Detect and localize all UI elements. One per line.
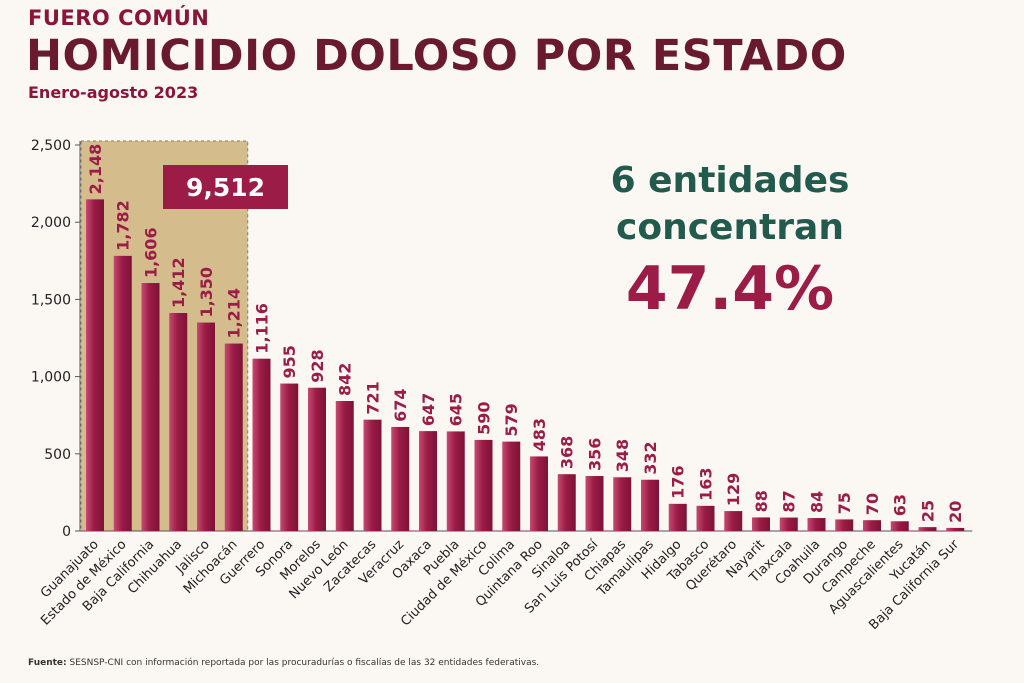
bar-value-label: 163 <box>697 467 716 500</box>
bar-value-label: 2,148 <box>86 144 105 195</box>
bar-value-label: 955 <box>280 345 299 378</box>
bar-value-label: 928 <box>308 349 327 382</box>
y-tick-label: 0 <box>62 524 71 540</box>
bar <box>752 517 770 531</box>
callout-line-2: concentran <box>616 207 844 248</box>
bar-value-label: 1,782 <box>114 200 133 251</box>
source-text: SESNSP-CNI con información reportada por… <box>69 658 540 668</box>
chart-subtitle: Enero-agosto 2023 <box>28 83 199 102</box>
bar <box>890 521 909 531</box>
bar-value-label: 176 <box>669 465 688 498</box>
bar-value-label: 1,214 <box>225 288 244 339</box>
highlight-total-label: 9,512 <box>186 173 265 202</box>
bar-value-label: 332 <box>641 441 660 474</box>
bar-value-label: 88 <box>752 490 771 512</box>
bar-value-label: 348 <box>613 439 632 472</box>
highlight-total-box <box>163 165 288 209</box>
y-tick-label: 500 <box>44 447 71 463</box>
y-tick-label: 2,000 <box>31 215 71 231</box>
callout-line-1: 6 entidades <box>610 160 850 201</box>
bar <box>863 520 881 531</box>
source-label: Fuente: <box>28 658 67 668</box>
bar-value-label: 590 <box>475 401 494 434</box>
bar-value-label: 25 <box>919 500 938 522</box>
bar-value-label: 721 <box>364 381 383 414</box>
bar-value-label: 1,350 <box>197 267 216 318</box>
bar <box>113 255 132 532</box>
chart-title: HOMICIDIO DOLOSO POR ESTADO <box>26 31 847 81</box>
bar-value-label: 129 <box>724 473 743 506</box>
source-note: Fuente: SESNSP-CNI con información repor… <box>28 658 539 668</box>
y-tick-label: 1,500 <box>31 292 71 308</box>
bar-value-label: 1,412 <box>169 257 188 308</box>
bar <box>197 322 215 531</box>
bar <box>696 505 715 531</box>
bar-value-label: 63 <box>891 494 910 516</box>
bar <box>308 387 326 531</box>
bar-value-label: 20 <box>946 501 965 523</box>
bar <box>807 518 826 531</box>
bar <box>668 503 687 531</box>
bar <box>224 343 243 531</box>
y-tick-label: 2,500 <box>31 138 71 154</box>
bar <box>585 476 604 531</box>
bar <box>280 383 299 531</box>
bar-value-label: 645 <box>447 393 466 426</box>
bar-value-label: 579 <box>502 403 521 436</box>
bar-value-label: 647 <box>419 393 438 426</box>
bar <box>474 439 493 531</box>
bar-value-label: 356 <box>586 438 605 471</box>
y-tick-label: 1,000 <box>31 370 71 386</box>
bar <box>613 477 632 531</box>
bar-value-label: 75 <box>835 492 854 514</box>
bar-value-label: 1,116 <box>253 303 272 354</box>
bar-value-label: 1,606 <box>142 227 161 278</box>
bar <box>557 474 576 531</box>
bar <box>391 426 410 531</box>
chart-supertitle: FUERO COMÚN <box>28 6 210 30</box>
bar <box>502 441 521 531</box>
callout-percent: 47.4% <box>625 254 835 324</box>
bar <box>530 456 548 531</box>
bar <box>169 312 188 531</box>
bar <box>724 511 743 531</box>
bar-value-label: 84 <box>808 491 827 513</box>
bar-value-label: 368 <box>558 436 577 469</box>
bar <box>835 519 854 531</box>
bar <box>946 527 965 531</box>
bar <box>252 358 271 531</box>
bar <box>363 419 382 531</box>
bar-value-label: 87 <box>780 490 799 512</box>
bar <box>419 431 437 531</box>
bar <box>641 479 659 531</box>
bar-value-label: 70 <box>863 493 882 515</box>
bar <box>446 431 465 531</box>
bar <box>335 400 354 531</box>
bar <box>141 283 160 531</box>
bar-value-label: 842 <box>336 363 355 396</box>
bar <box>86 199 104 531</box>
bar <box>779 517 798 531</box>
bar-value-label: 483 <box>530 418 549 451</box>
bar <box>918 527 937 531</box>
bar-value-label: 674 <box>391 389 410 422</box>
